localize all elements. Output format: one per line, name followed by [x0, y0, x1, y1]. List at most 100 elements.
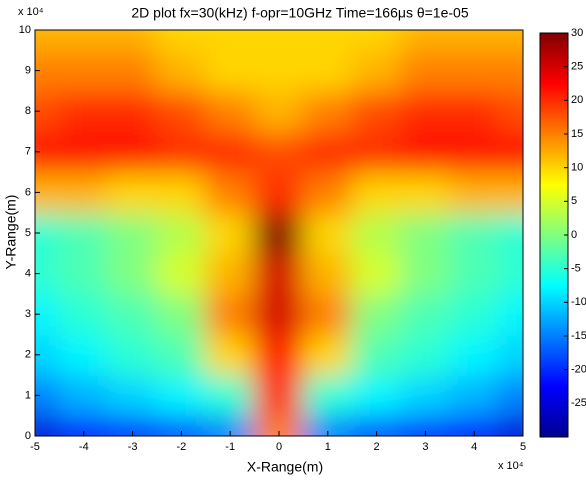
- field-cell: [253, 49, 305, 92]
- field-cell: [107, 333, 158, 377]
- x-tick-label: -2: [177, 441, 187, 453]
- x-tick-label: 4: [471, 441, 477, 453]
- field-cell: [497, 171, 523, 214]
- field-cell: [156, 89, 207, 133]
- colorbar-tick-label: 25: [571, 61, 583, 73]
- x-tick-label: -1: [225, 441, 235, 453]
- y-tick-label: 8: [25, 105, 31, 117]
- field-cell: [497, 89, 523, 133]
- field-cell: [35, 30, 61, 52]
- colorbar-tick-label: -15: [571, 330, 586, 342]
- x-exponent: x 10⁴: [498, 460, 524, 472]
- field-cell: [302, 30, 354, 52]
- field-cell: [448, 130, 500, 174]
- field-cell: [204, 171, 256, 214]
- field-cell: [58, 252, 110, 295]
- field-cell: [156, 374, 207, 417]
- field-cell: [351, 333, 402, 377]
- chart-title: 2D plot fx=30(kHz) f-opr=10GHz Time=166μ…: [131, 5, 468, 21]
- field-cell: [448, 414, 500, 436]
- field-cell: [400, 171, 451, 214]
- field-cell: [351, 252, 402, 295]
- field-cell: [107, 292, 158, 336]
- field-cell: [351, 211, 402, 255]
- field-cell: [204, 374, 256, 417]
- field-cell: [448, 171, 500, 214]
- field-cell: [351, 292, 402, 336]
- field-cell: [156, 292, 207, 336]
- field-cell: [400, 130, 451, 174]
- field-cell: [107, 89, 158, 133]
- y-tick-label: 3: [25, 308, 31, 320]
- field-cell: [58, 30, 110, 52]
- field-cell: [253, 374, 305, 417]
- field-cell: [497, 292, 523, 336]
- field-cell: [107, 30, 158, 52]
- field-cell: [302, 171, 354, 214]
- y-exponent: x 10⁴: [18, 6, 44, 18]
- field-cell: [351, 89, 402, 133]
- field-cell: [204, 89, 256, 133]
- field-cell: [351, 414, 402, 436]
- field-cell: [58, 171, 110, 214]
- field-cell: [204, 130, 256, 174]
- field-cell: [204, 414, 256, 436]
- y-tick-label: 5: [25, 227, 31, 239]
- field-cell: [204, 211, 256, 255]
- field-cell: [253, 252, 305, 295]
- field-cell: [107, 414, 158, 436]
- field-cell: [302, 374, 354, 417]
- field-cell: [204, 49, 256, 92]
- x-axis-label: X-Range(m): [247, 459, 323, 475]
- field-cell: [156, 130, 207, 174]
- field-cell: [156, 30, 207, 52]
- field-cell: [204, 292, 256, 336]
- field-cell: [351, 374, 402, 417]
- field-cell: [107, 130, 158, 174]
- field-cell: [400, 30, 451, 52]
- y-tick-label: 4: [25, 268, 31, 280]
- y-tick-label: 10: [19, 24, 31, 36]
- colorbar-tick-label: 15: [571, 128, 583, 140]
- field-cell: [302, 333, 354, 377]
- field-cell: [448, 49, 500, 92]
- colorbar-tick-label: 0: [571, 229, 577, 241]
- field-cell: [107, 374, 158, 417]
- field-cell: [156, 414, 207, 436]
- field-cells: [35, 30, 523, 436]
- field-cell: [156, 211, 207, 255]
- x-tick-label: -4: [79, 441, 89, 453]
- field-cell: [253, 89, 305, 133]
- colorbar-tick-label: -20: [571, 364, 586, 376]
- field-cell: [351, 49, 402, 92]
- field-cell: [253, 414, 305, 436]
- x-tick-label: 0: [276, 441, 282, 453]
- x-tick-label: 1: [325, 441, 331, 453]
- contour-field: [35, 30, 523, 436]
- x-tick-label: 5: [520, 441, 526, 453]
- field-cell: [58, 374, 110, 417]
- field-cell: [497, 211, 523, 255]
- field-cell: [58, 414, 110, 436]
- colorbar-tick-label: 10: [571, 162, 583, 174]
- field-cell: [302, 211, 354, 255]
- field-cell: [400, 292, 451, 336]
- field-cell: [58, 211, 110, 255]
- y-tick-label: 7: [25, 146, 31, 158]
- colorbar: [539, 32, 569, 438]
- field-cell: [448, 211, 500, 255]
- field-cell: [58, 49, 110, 92]
- field-cell: [58, 89, 110, 133]
- y-tick-label: 6: [25, 186, 31, 198]
- field-cell: [400, 333, 451, 377]
- field-cell: [253, 30, 305, 52]
- field-cell: [302, 252, 354, 295]
- colorbar-tick-label: 5: [571, 195, 577, 207]
- colorbar-tick-label: -10: [571, 296, 586, 308]
- colorbar-tick-label: 20: [571, 94, 583, 106]
- field-cell: [58, 292, 110, 336]
- colorbar-tick-label: -5: [571, 263, 581, 275]
- y-tick-label: 0: [25, 430, 31, 442]
- field-cell: [351, 171, 402, 214]
